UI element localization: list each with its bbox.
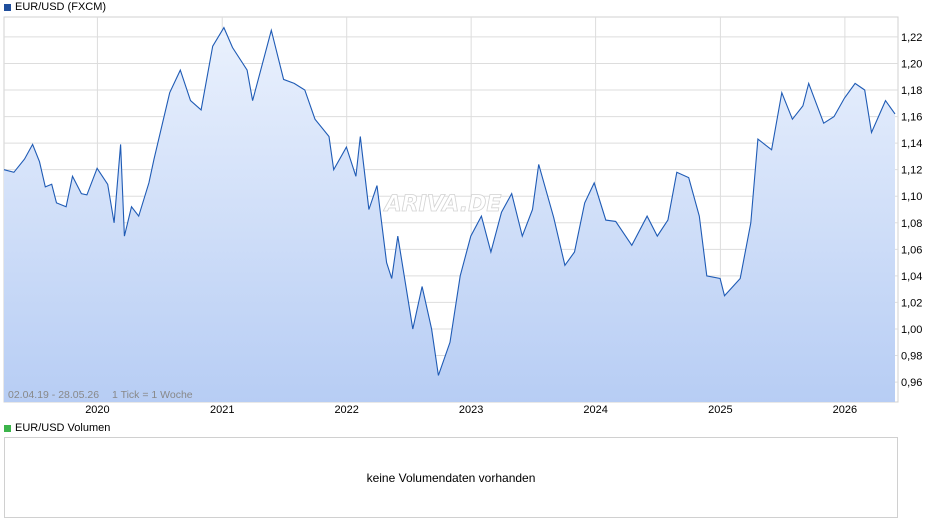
price-legend: EUR/USD (FXCM) bbox=[4, 1, 106, 13]
x-tick-label: 2025 bbox=[708, 404, 732, 416]
y-tick-label: 0,98 bbox=[901, 351, 922, 363]
y-tick-label: 1,12 bbox=[901, 165, 922, 177]
y-tick-label: 1,08 bbox=[901, 218, 922, 230]
y-tick-label: 1,10 bbox=[901, 191, 922, 203]
volume-legend-label: EUR/USD Volumen bbox=[15, 422, 111, 434]
x-tick-label: 2023 bbox=[459, 404, 483, 416]
volume-empty-message: keine Volumendaten vorhanden bbox=[366, 471, 536, 485]
y-tick-label: 1,14 bbox=[901, 138, 922, 150]
x-tick-label: 2022 bbox=[334, 404, 358, 416]
tick-interval-label: 1 Tick = 1 Woche bbox=[112, 389, 193, 401]
volume-legend-swatch bbox=[4, 424, 11, 432]
y-tick-label: 1,04 bbox=[901, 271, 922, 283]
y-tick-label: 1,06 bbox=[901, 244, 922, 256]
y-tick-label: 1,00 bbox=[901, 324, 922, 336]
date-range-label: 02.04.19 - 28.05.26 bbox=[8, 389, 99, 401]
price-area-fill bbox=[4, 27, 895, 402]
x-tick-label: 2020 bbox=[85, 404, 109, 416]
x-tick-label: 2021 bbox=[210, 404, 234, 416]
watermark: ARIVA.DE bbox=[383, 192, 502, 217]
volume-legend: EUR/USD Volumen bbox=[4, 422, 110, 434]
price-legend-swatch bbox=[4, 3, 11, 11]
price-legend-label: EUR/USD (FXCM) bbox=[15, 1, 107, 13]
y-tick-label: 0,96 bbox=[901, 377, 922, 389]
y-tick-label: 1,02 bbox=[901, 297, 922, 309]
y-tick-label: 1,18 bbox=[901, 85, 922, 97]
y-tick-label: 1,22 bbox=[901, 32, 922, 44]
price-line bbox=[3, 26, 896, 376]
y-tick-label: 1,20 bbox=[901, 58, 922, 70]
x-axis-labels: 2020 2021 2022 2023 2024 2025 2026 bbox=[85, 404, 857, 416]
y-tick-label: 1,16 bbox=[901, 112, 922, 124]
volume-panel: keine Volumendaten vorhanden bbox=[4, 437, 898, 518]
y-axis-labels: 0,96 0,98 1,00 1,02 1,04 1,06 1,08 1,10 1,12 1,14… bbox=[901, 32, 922, 389]
x-tick-label: 2024 bbox=[583, 404, 607, 416]
x-tick-label: 2026 bbox=[833, 404, 857, 416]
